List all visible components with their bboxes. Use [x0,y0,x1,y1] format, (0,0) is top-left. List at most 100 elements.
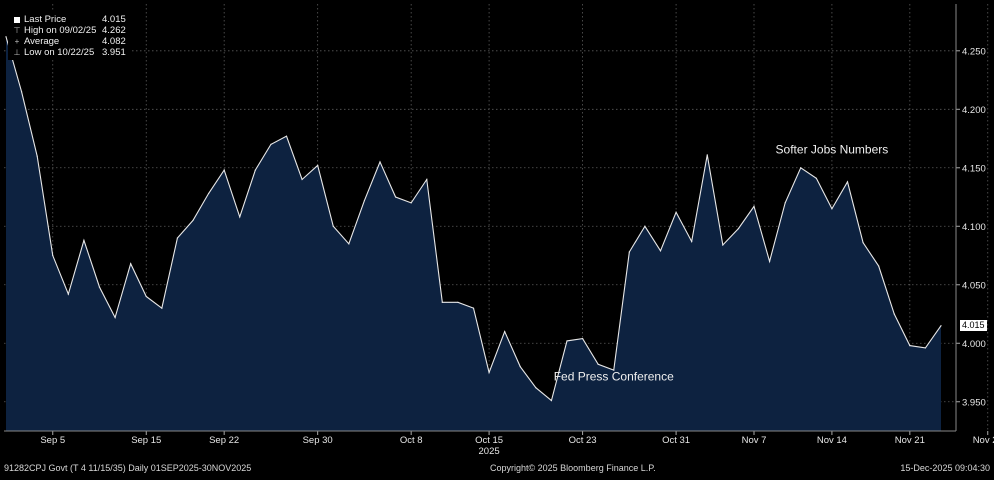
data-point [753,205,755,207]
footer-timestamp: 15-Dec-2025 09:04:30 [900,463,990,473]
legend-average-value: 4.082 [102,36,126,47]
data-point [379,161,381,163]
data-point [301,178,303,181]
data-point [285,135,288,137]
data-point [924,347,927,349]
legend-low-label: Low on 10/22/25 [24,47,95,58]
data-point [254,169,256,171]
y-tick-label: 3.950 [962,397,986,408]
footer-security-info: 91282CPJ Govt (T 4 11/15/35) Daily 01SEP… [4,463,252,473]
data-point [161,307,163,309]
data-point [332,225,334,227]
data-point [909,345,911,347]
legend-high-label: High on 09/02/25 [24,25,97,36]
data-point [223,169,225,171]
data-point [722,244,724,246]
data-point [145,295,147,298]
x-tick-label: Sep 30 [303,435,333,446]
data-point [363,199,366,202]
data-point [644,225,646,227]
annotation-layer: Softer Jobs Numbers Fed Press Conference [554,143,889,384]
data-point [52,254,54,257]
legend-average-label: Average [24,36,60,47]
data-point [628,251,630,253]
footer-copyright: Copyright© 2025 Bloomberg Finance L.P. [490,463,656,473]
x-tick-label: Nov 7 [742,435,767,446]
data-point [5,36,7,38]
legend-low: ⊥ Low on 10/22/25 3.951 [12,47,126,58]
data-point [893,313,895,315]
annotation-label: Softer Jobs Numbers [776,143,889,157]
area-layer [5,36,942,431]
data-point [114,316,116,319]
data-point [441,301,443,303]
y-tick-label: 4.200 [962,105,986,116]
data-point [768,260,771,262]
average-marker-icon: + [14,37,20,46]
y-tick-label: 4.250 [962,46,986,57]
data-point [550,399,553,402]
data-point [815,177,817,179]
last-price-tag: 4.015 [960,319,987,331]
data-point [98,286,101,288]
low-marker-icon: ⊥ [13,48,21,57]
x-tick-label: Sep 22 [209,435,239,446]
y-tick-label: 4.050 [962,280,986,291]
annotation-label: Fed Press Conference [554,370,674,384]
data-point [394,196,397,198]
data-point [270,143,272,145]
legend-average: + Average 4.082 [12,36,126,47]
x-tick-label: Oct 31 [662,435,690,446]
axis-layer: 3.950 4.000 4.050 4.100 4.150 4.200 4.250 Sep 5… [4,4,994,457]
series-area-fill [6,36,941,431]
data-point [519,366,521,368]
legend: Last Price 4.015 ⊤ High on 09/02/25 4.26… [8,12,132,60]
legend-high: ⊤ High on 09/02/25 4.262 [12,25,126,36]
data-point [737,228,740,230]
data-point [566,340,568,342]
data-point [784,202,786,204]
x-year-label: 2025 [479,446,500,457]
last-price-swatch-icon [14,16,20,23]
y-tick-label: 4.100 [962,222,986,233]
y-tick-label: 4.000 [962,339,986,350]
data-point [504,330,506,333]
legend-last-price-label: Last Price [24,14,67,25]
data-point [348,243,350,245]
data-point [67,293,69,295]
legend-high-value: 4.262 [102,25,126,36]
data-point [706,154,708,156]
data-point [130,263,132,265]
data-point [472,307,475,309]
data-point [457,301,459,303]
data-point [426,178,428,181]
data-point [691,240,693,243]
high-marker-icon: ⊤ [13,26,21,35]
data-point [613,369,615,371]
data-point [176,237,179,239]
data-point [192,219,194,222]
data-point [317,164,319,167]
data-point [36,155,38,157]
y-tick-label: 4.150 [962,163,986,174]
data-point [878,265,880,267]
x-tick-label: Oct 8 [400,435,423,446]
data-point [940,325,942,327]
data-point [410,202,412,204]
data-point [831,208,833,210]
data-point [862,242,864,244]
data-point [659,250,662,252]
x-tick-label: Oct 23 [569,435,597,446]
legend-last-price: Last Price 4.015 [12,14,126,25]
data-point [20,91,23,93]
data-point [675,211,677,213]
x-tick-label: Sep 5 [40,435,65,446]
x-tick-label: Oct 15 [475,435,503,446]
footer: 91282CPJ Govt (T 4 11/15/35) Daily 01SEP… [0,461,994,475]
data-point [581,337,584,340]
data-point [535,387,537,389]
data-point [597,363,599,365]
data-point [846,181,849,183]
data-point [488,371,490,374]
